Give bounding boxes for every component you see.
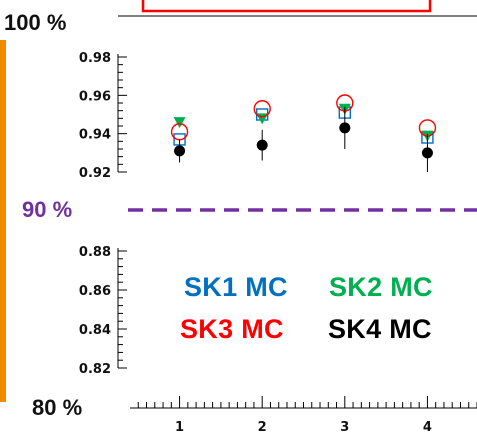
upper-y-tick-label: 0.98	[79, 51, 111, 66]
percent-label-90: 90 %	[22, 197, 73, 222]
upper-y-tick-label: 0.96	[79, 89, 111, 104]
data-marks	[170, 94, 437, 172]
sk4-mc-point	[256, 139, 268, 151]
lower-y-tick-label: 0.86	[79, 284, 111, 299]
lower-y-tick-label: 0.84	[79, 323, 111, 338]
sk2-mc-point	[173, 117, 186, 129]
sk4-mc-point	[174, 145, 186, 157]
x-tick-label: 4	[423, 420, 432, 434]
x-axis: 1 2 3 4	[130, 396, 477, 435]
upper-y-axis: 0.98 0.96 0.94 0.92	[79, 51, 127, 181]
red-annotation-box	[141, 0, 432, 13]
lower-y-tick-label: 0.88	[79, 245, 111, 260]
legend-sk3: SK3 MC	[180, 314, 284, 344]
orange-bracket	[0, 40, 6, 402]
sk4-mc-point	[339, 122, 351, 134]
sk4-mc-point	[421, 147, 433, 159]
upper-y-tick-label: 0.92	[79, 166, 111, 181]
lower-y-tick-label: 0.82	[79, 362, 111, 377]
x-tick-label: 2	[258, 420, 267, 434]
sk3-mc-point	[253, 100, 271, 118]
percent-label-100: 100 %	[4, 10, 67, 35]
x-tick-label: 3	[340, 420, 349, 434]
percent-label-80: 80 %	[32, 395, 83, 420]
legend-sk2: SK2 MC	[329, 272, 433, 302]
lower-y-axis: 0.88 0.86 0.84 0.82	[79, 245, 127, 377]
upper-y-tick-label: 0.94	[79, 128, 111, 143]
legend-sk1: SK1 MC	[184, 272, 288, 302]
legend-sk4: SK4 MC	[328, 314, 432, 344]
x-tick-label: 1	[175, 420, 184, 434]
